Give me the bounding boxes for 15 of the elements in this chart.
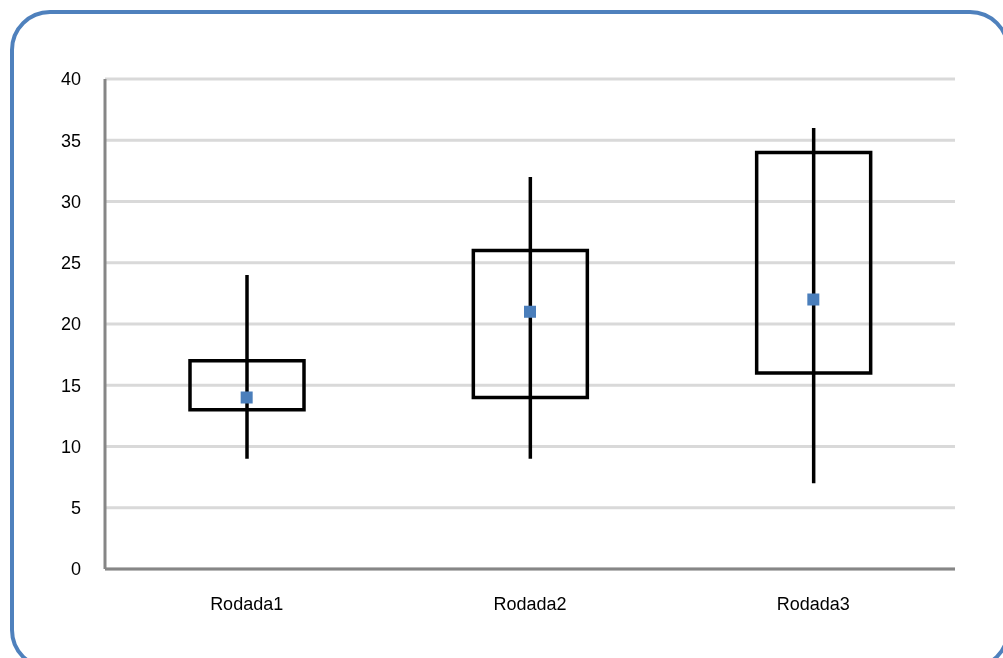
point xyxy=(524,305,536,318)
y-tick-label: 0 xyxy=(70,559,81,580)
point xyxy=(807,293,820,306)
y-tick-label: 5 xyxy=(70,498,81,519)
y-tick-label: 20 xyxy=(60,314,81,335)
x-tick-label: Rodada2 xyxy=(493,593,567,614)
x-tick-label: Rodada1 xyxy=(210,593,284,614)
y-tick-label: 15 xyxy=(60,375,81,396)
y-tick-label: 30 xyxy=(60,191,81,212)
y-tick-label: 40 xyxy=(60,69,81,90)
y-tick-label: 10 xyxy=(60,436,81,457)
x-tick-label: Rodada3 xyxy=(776,593,850,614)
y-tick-label: 35 xyxy=(60,130,81,151)
point xyxy=(240,391,253,404)
y-tick-label: 25 xyxy=(60,253,81,274)
